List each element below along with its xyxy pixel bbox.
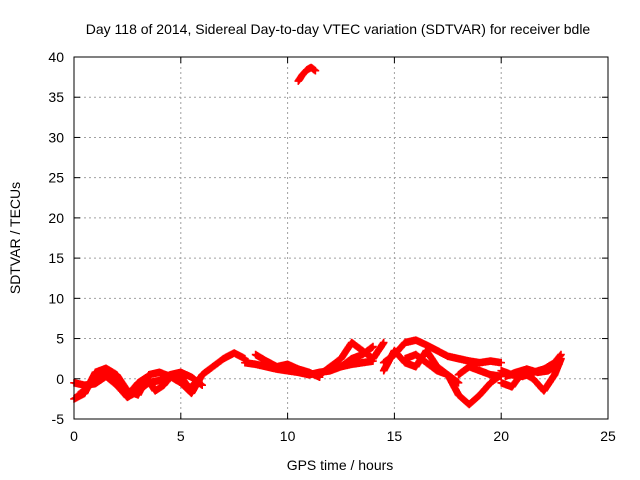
axis-ticks: 0 5 10 15 20 25 -5 0 5 10 15 20 25 30 35 40 xyxy=(48,49,616,444)
chart-title: Day 118 of 2014, Sidereal Day-to-day VTE… xyxy=(86,21,591,37)
x-axis-label: GPS time / hours xyxy=(287,457,394,473)
y-tick-label: 10 xyxy=(48,290,64,306)
y-tick-label: 20 xyxy=(48,210,64,226)
y-tick-label: 0 xyxy=(56,371,64,387)
y-axis-label: SDTVAR / TECUs xyxy=(7,182,23,294)
x-tick-label: 25 xyxy=(600,428,616,444)
y-tick-label: 35 xyxy=(48,89,64,105)
series-markers-track-n xyxy=(501,360,563,381)
y-tick-label: -5 xyxy=(52,411,65,427)
series-track-j xyxy=(401,350,505,409)
y-tick-label: 30 xyxy=(48,129,64,145)
series-track-c xyxy=(74,366,202,399)
x-tick-label: 10 xyxy=(280,428,296,444)
x-tick-label: 20 xyxy=(493,428,509,444)
series-markers-track-e xyxy=(251,350,324,381)
x-tick-label: 0 xyxy=(70,428,78,444)
series-markers-track-j xyxy=(401,350,505,409)
series-markers-track-c xyxy=(74,366,202,399)
x-tick-label: 5 xyxy=(177,428,185,444)
series-outlier-segment xyxy=(294,63,320,85)
y-tick-label: 40 xyxy=(48,49,64,65)
series-track-g xyxy=(337,342,377,371)
series-markers-track-k xyxy=(454,362,505,381)
y-tick-label: 25 xyxy=(48,170,64,186)
series-track-n xyxy=(501,360,563,381)
series-markers-outlier-segment xyxy=(294,63,320,85)
x-tick-label: 15 xyxy=(387,428,403,444)
y-tick-label: 5 xyxy=(56,331,64,347)
plot-frame xyxy=(73,56,609,420)
series-markers-track-g xyxy=(337,342,377,371)
series-track-k xyxy=(454,362,505,381)
series-track-e xyxy=(251,350,324,381)
y-tick-label: 15 xyxy=(48,250,64,266)
